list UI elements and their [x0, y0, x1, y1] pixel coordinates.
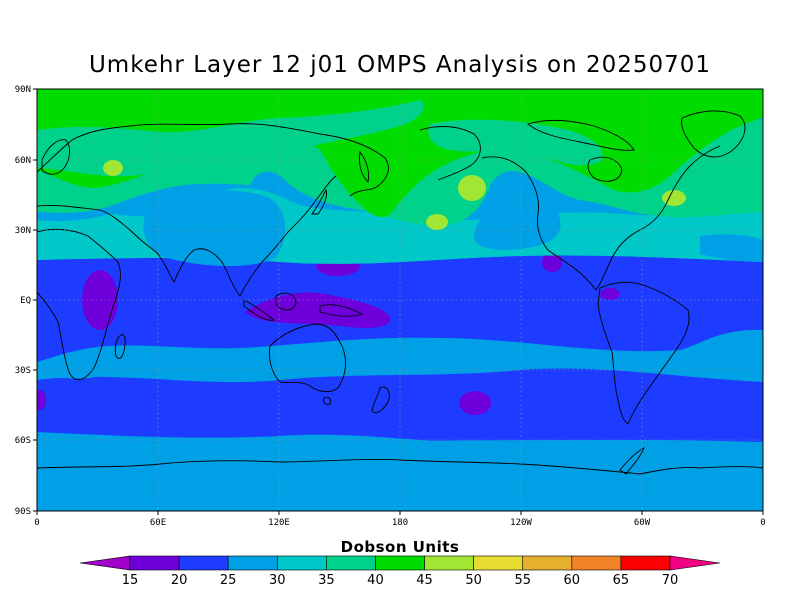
- coast-hudson-bay: [587, 156, 623, 182]
- lat-label-30n: 30N: [15, 226, 31, 236]
- field-atlantic-25: [700, 234, 763, 262]
- lon-label-0-east: 0: [760, 518, 765, 528]
- coast-madagascar: [114, 334, 126, 359]
- coast-canadian-arctic: [527, 119, 635, 151]
- coast-north-america: [481, 145, 721, 291]
- colorbar: [79, 555, 721, 571]
- colorbar-tick-label: 45: [416, 573, 433, 588]
- coast-south-america: [597, 281, 690, 425]
- colorbar-swatch: [571, 555, 622, 571]
- field-south-mid-band: [37, 368, 763, 445]
- colorbar-tick-label: 30: [269, 573, 286, 588]
- lat-label-eq: EQ: [20, 296, 31, 306]
- colorbar-tick-label: 60: [564, 573, 581, 588]
- colorbar-triangle-low: [79, 555, 131, 571]
- ozone-field: [37, 89, 763, 511]
- colorbar-tick-label: 70: [662, 573, 679, 588]
- coast-greenland: [681, 110, 746, 158]
- coast-east-asia: [239, 175, 337, 297]
- colorbar-swatch: [178, 555, 229, 571]
- min-south-pacific: [459, 391, 491, 415]
- coastlines: [37, 110, 763, 475]
- lat-label-90n: 90N: [15, 85, 31, 95]
- min-south-america: [600, 288, 620, 300]
- tick-marks: [33, 88, 764, 515]
- colorbar-swatch: [424, 555, 474, 571]
- lon-label-60e: 60E: [150, 518, 166, 528]
- colorbar-tick-label: 20: [171, 573, 188, 588]
- map-title: Umkehr Layer 12 j01 OMPS Analysis on 202…: [88, 52, 712, 78]
- field-antarctic-25: [37, 440, 763, 511]
- coast-kamchatka: [359, 150, 369, 183]
- colorbar-tick-label: 25: [220, 573, 237, 588]
- colorbar-swatch: [473, 555, 524, 571]
- min-south-atlantic: [37, 390, 46, 410]
- lon-label-0-west: 0: [34, 518, 39, 528]
- colorbar-swatch: [326, 555, 376, 571]
- coast-sumatra: [243, 299, 276, 321]
- max-north-pacific-2: [426, 214, 448, 230]
- coast-antarctica: [37, 458, 763, 475]
- min-maritime: [245, 292, 391, 328]
- lon-label-120e: 120E: [268, 518, 290, 528]
- colorbar-tick-label: 50: [465, 573, 482, 588]
- coast-tasmania: [323, 396, 331, 405]
- field-tropical-band: [37, 255, 763, 362]
- coast-new-zealand: [371, 386, 390, 414]
- colorbar-triangle-high: [669, 555, 721, 571]
- lon-label-60w: 60W: [634, 518, 651, 528]
- lat-lon-grid: [37, 89, 763, 511]
- coast-alaska: [419, 126, 481, 181]
- colorbar-label: Dobson Units: [341, 538, 460, 556]
- coast-eurasia-north: [37, 123, 389, 197]
- coast-south-asia: [37, 205, 241, 297]
- coast-new-guinea: [319, 304, 364, 317]
- colorbar-tick-label: 55: [514, 573, 531, 588]
- max-central-asia: [103, 160, 123, 176]
- lat-label-30s: 30S: [15, 366, 31, 376]
- lon-label-120w: 120W: [510, 518, 532, 528]
- field-pacific-gap: [428, 119, 603, 166]
- coast-australia: [269, 323, 346, 393]
- coast-antarctic-peninsula: [619, 447, 645, 475]
- colorbar-swatch: [522, 555, 573, 571]
- lat-label-60s: 60S: [15, 436, 31, 446]
- colorbar-swatch: [620, 555, 671, 571]
- max-north-atlantic: [662, 190, 686, 206]
- colorbar-tick-label: 40: [367, 573, 384, 588]
- coast-scandinavia: [41, 139, 71, 175]
- lat-label-90s: 90S: [15, 507, 31, 517]
- longitude-labels: 0 60E 120E 180 120W 60W 0: [34, 518, 765, 528]
- colorbar-tick-label: 65: [613, 573, 630, 588]
- min-central-america: [542, 252, 562, 272]
- max-north-pacific: [458, 175, 486, 201]
- colorbar-labels: 15 20 25 30 35 40 45 50 55 60 65 70: [122, 573, 679, 588]
- colorbar-swatch: [375, 555, 425, 571]
- lat-label-60n: 60N: [15, 156, 31, 166]
- lon-label-180: 180: [392, 518, 408, 528]
- field-arctic-gap: [37, 100, 424, 177]
- coast-africa: [37, 228, 121, 381]
- colorbar-swatch: [129, 555, 180, 571]
- colorbar-tick-label: 35: [318, 573, 335, 588]
- colorbar-swatch: [227, 555, 278, 571]
- coast-japan: [311, 188, 327, 215]
- field-asia-25: [143, 190, 286, 267]
- colorbar-swatch: [276, 555, 327, 571]
- coast-borneo: [275, 292, 297, 311]
- field-south-america-light: [722, 330, 763, 378]
- colorbar-tick-label: 15: [122, 573, 139, 588]
- latitude-labels: 90N 60N 30N EQ 30S 60S 90S: [15, 85, 31, 517]
